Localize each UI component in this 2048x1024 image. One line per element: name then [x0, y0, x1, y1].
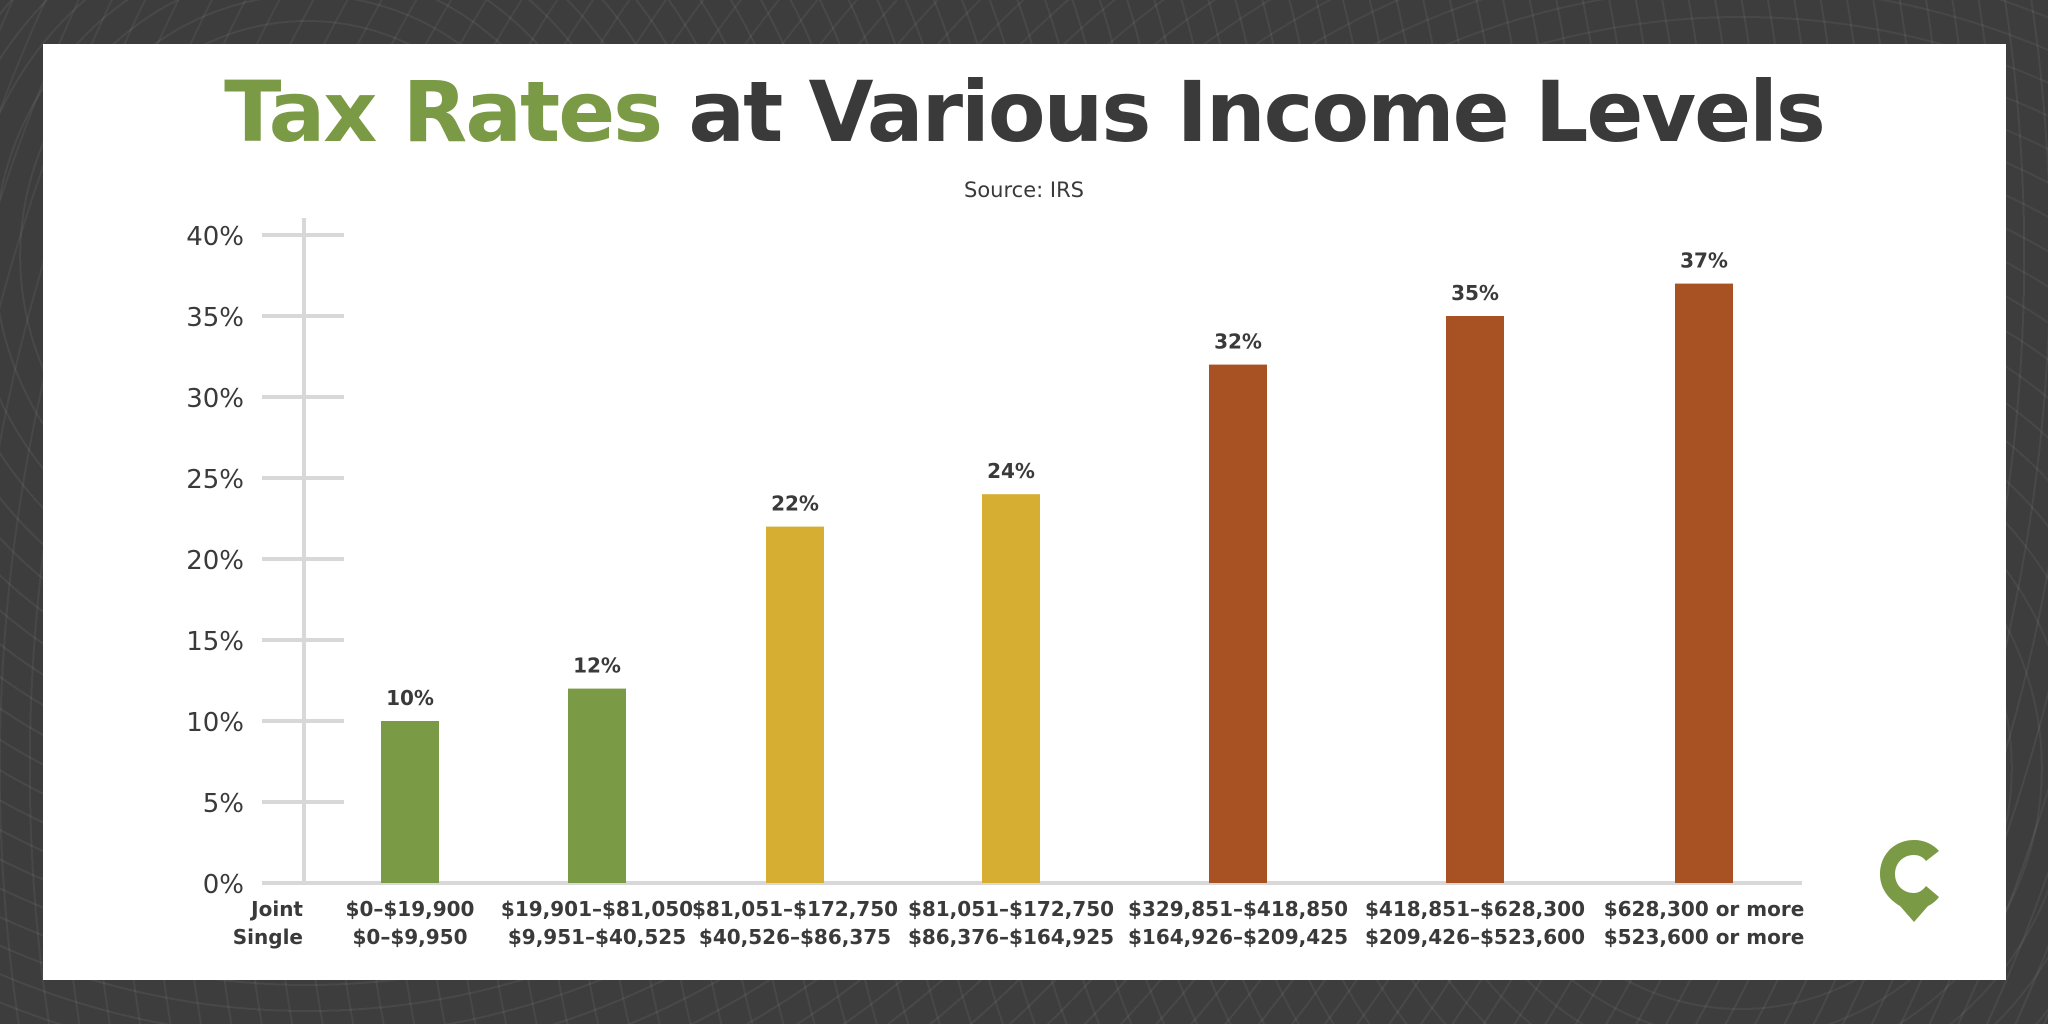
bar-value-label: 37% — [1680, 249, 1728, 273]
x-category-single-label: $9,951–$40,525 — [508, 925, 686, 949]
y-tick-label: 5% — [203, 789, 244, 819]
bar — [1446, 316, 1504, 883]
bar — [1209, 364, 1267, 884]
x-category-single-label: $40,526–$86,375 — [699, 925, 891, 949]
x-category-joint-label: $81,051–$172,750 — [908, 897, 1114, 921]
x-category-joint-label: $0–$19,900 — [346, 897, 475, 921]
x-category-joint-label: $329,851–$418,850 — [1128, 897, 1348, 921]
chart-subtitle: Source: IRS — [964, 178, 1084, 202]
y-tick-label: 35% — [186, 303, 244, 333]
bar-value-label: 12% — [573, 654, 621, 678]
x-category-joint-label: $81,051–$172,750 — [692, 897, 898, 921]
y-axis: 0% 5% 10% 15% 20% 25% 30% 35% 40% — [186, 218, 1802, 900]
x-category-joint-label: $19,901–$81,050 — [501, 897, 693, 921]
y-tick-label: 30% — [186, 384, 244, 414]
bar-value-label: 22% — [771, 492, 819, 516]
x-category-joint-label: $628,300 or more — [1604, 897, 1805, 921]
y-tick-label: 10% — [186, 708, 244, 738]
chart-title-rest: at Various Income Levels — [661, 63, 1825, 161]
bar — [982, 494, 1040, 883]
x-category-single-label: $164,926–$209,425 — [1128, 925, 1348, 949]
y-tick-label: 40% — [186, 222, 244, 252]
x-category-single-label: $523,600 or more — [1604, 925, 1805, 949]
bar-value-label: 10% — [386, 686, 434, 710]
bar-value-label: 35% — [1451, 281, 1499, 305]
x-category-single-label: $209,426–$523,600 — [1365, 925, 1585, 949]
bars: 10% 12% 22% 24% 32% 35% 37% — [381, 249, 1733, 884]
bar — [766, 526, 824, 883]
x-axis: Joint Single $0–$19,900 $0–$9,950 $19,901–$8… — [233, 897, 1805, 949]
x-category-joint-label: $418,851–$628,300 — [1365, 897, 1585, 921]
bar-value-label: 24% — [987, 459, 1035, 483]
bar — [568, 688, 626, 883]
y-tick-label: 20% — [186, 546, 244, 576]
chart-title: Tax Rates at Various Income Levels — [0, 70, 2048, 154]
row-label-joint: Joint — [249, 897, 303, 921]
row-label-single: Single — [233, 925, 303, 949]
location-pin-c-logo-icon — [1880, 840, 1939, 922]
x-category-single-label: $86,376–$164,925 — [908, 925, 1114, 949]
bar-value-label: 32% — [1214, 330, 1262, 354]
x-category-single-label: $0–$9,950 — [352, 925, 467, 949]
bar — [381, 721, 439, 883]
bar — [1675, 283, 1733, 884]
chart-title-accent: Tax Rates — [224, 63, 663, 161]
y-tick-label: 0% — [203, 870, 244, 900]
y-tick-label: 15% — [186, 627, 244, 657]
y-tick-label: 25% — [186, 465, 244, 495]
